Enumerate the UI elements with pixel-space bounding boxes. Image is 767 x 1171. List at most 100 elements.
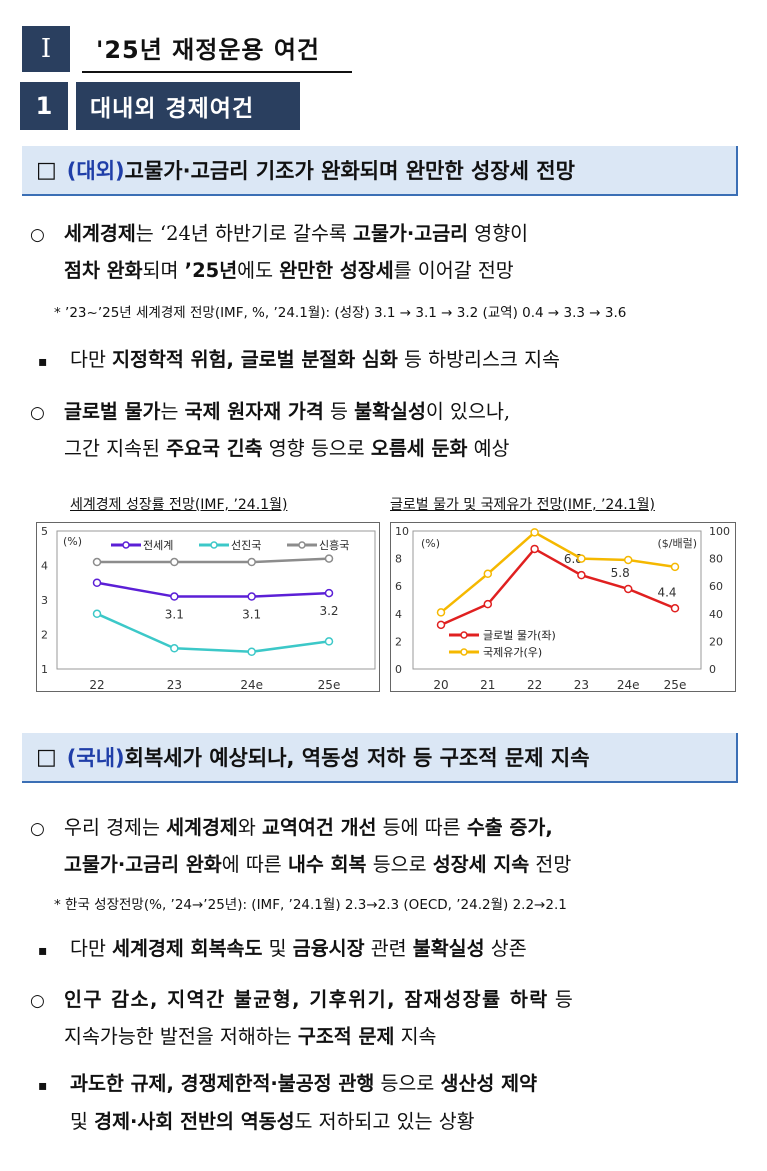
paragraph-structural-issues: ○ 인구 감소, 지역간 불균형, 기후위기, 잠재성장률 하락 등 지속가능한 …	[30, 982, 573, 1055]
data-point	[530, 544, 539, 554]
unit-label-left: (%)	[421, 537, 440, 550]
circle-bullet: ○	[30, 991, 45, 1011]
square-bullet: ▪	[38, 1078, 48, 1094]
chapter-title: '25년 재정운용 여건	[96, 36, 321, 64]
y-tick-label-right: 80	[709, 553, 723, 566]
legend-marker	[460, 648, 468, 656]
banner-tag: (국내)	[66, 746, 125, 770]
data-point	[92, 578, 102, 587]
legend-label: 글로벌 물가(좌)	[483, 629, 556, 642]
data-point	[530, 528, 539, 537]
data-point	[170, 557, 179, 567]
plot-area	[412, 530, 702, 670]
y-tick-label-left: 0	[395, 663, 402, 676]
circle-bullet: ○	[30, 403, 45, 423]
paragraph-korea-economy: ○ 우리 경제는 세계경제와 교역여건 개선 등에 따른 수출 증가, 고물가·고…	[30, 810, 571, 883]
title-underline	[82, 71, 352, 73]
banner-text: 고물가·고금리 기조가 완화되며 완만한 성장세 전망	[124, 159, 575, 183]
x-tick-label: 25e	[318, 678, 341, 691]
data-point	[670, 562, 680, 572]
data-label: 3.2	[319, 604, 338, 618]
y-tick-label-right: 60	[709, 580, 723, 593]
data-point	[324, 637, 334, 646]
data-point	[92, 609, 102, 619]
checkbox-glyph: □	[36, 157, 57, 183]
legend-marker	[122, 541, 130, 549]
series-line	[440, 547, 676, 626]
y-tick-label-left: 6	[395, 580, 402, 593]
data-label: 5.8	[611, 566, 630, 580]
x-tick-label: 22	[527, 678, 542, 691]
data-point	[483, 599, 493, 609]
chapter-roman-badge: Ⅰ	[22, 26, 70, 72]
data-point	[623, 555, 633, 565]
section-title: 대내외 경제여건	[76, 82, 300, 130]
unit-label-right: ($/배럴)	[657, 537, 697, 550]
y-tick-label: 2	[41, 629, 48, 642]
chart1-title: 세계경제 성장률 전망(IMF, ’24.1월)	[70, 497, 288, 513]
section-number-badge: 1	[20, 82, 68, 130]
data-point	[623, 584, 633, 594]
checkbox-glyph: □	[36, 744, 57, 770]
data-point	[92, 557, 102, 567]
square-bullet: ▪	[38, 943, 48, 959]
x-tick-label: 24e	[617, 678, 640, 691]
growth-chart: 1 2 3 4 5 22 23 24e 25e (%) 전세계 선진국 신흥국 3.1 3.1 3.2	[36, 522, 380, 692]
circle-bullet: ○	[30, 819, 45, 839]
plot-area	[56, 530, 376, 670]
y-tick-label-right: 100	[709, 525, 730, 538]
data-point	[247, 647, 256, 656]
footnote-world-forecast: * ’23~’25년 세계경제 전망(IMF, %, ’24.1월): (성장)…	[54, 305, 627, 321]
series-line	[96, 612, 330, 654]
y-tick-label: 5	[41, 525, 48, 538]
series-line	[440, 530, 676, 614]
legend-label: 국제유가(우)	[483, 646, 542, 659]
data-point	[577, 554, 586, 563]
x-tick-label: 21	[480, 678, 495, 691]
square-bullet: ▪	[38, 354, 48, 370]
x-tick-label: 23	[574, 678, 589, 691]
data-point	[670, 604, 680, 613]
x-tick-label: 22	[89, 678, 104, 691]
x-tick-label: 20	[433, 678, 448, 691]
data-point	[577, 570, 586, 580]
paragraph-global-prices: ○ 글로벌 물가는 국제 원자재 가격 등 불확실성이 있으나, 그간 지속된 주…	[30, 394, 510, 467]
data-point	[170, 644, 179, 653]
bullet-downside-risk: ▪ 다만 지정학적 위험, 글로벌 분절화 심화 등 하방리스크 지속	[38, 342, 560, 380]
circle-bullet: ○	[30, 225, 45, 245]
legend-label: 신흥국	[319, 538, 349, 552]
data-point	[483, 569, 493, 579]
banner-text: 회복세가 예상되나, 역동성 저하 등 구조적 문제 지속	[124, 746, 590, 770]
legend-marker	[460, 631, 468, 639]
series-line	[97, 557, 330, 564]
y-tick-label-right: 0	[709, 663, 716, 676]
data-point	[170, 592, 179, 601]
y-tick-label: 3	[41, 594, 48, 607]
y-tick-label-left: 4	[395, 608, 402, 621]
legend-label: 선진국	[231, 539, 261, 552]
data-label: 3.1	[165, 608, 184, 622]
x-tick-label: 23	[167, 678, 182, 691]
data-point	[436, 608, 446, 617]
data-point	[247, 592, 256, 601]
y-tick-label: 1	[41, 663, 48, 676]
y-tick-label-left: 8	[395, 553, 402, 566]
banner-tag: (대외)	[66, 159, 125, 183]
data-point	[247, 557, 256, 567]
price-oil-chart: 0 2 4 6 8 10 0 20 40 60 80 100 20 21 22 23 24e 25e (%) ($/배…	[390, 522, 736, 692]
bullet-regulation: ▪ 과도한 규제, 경쟁제한적·불공정 관행 등으로 생산성 제약 및 경제·사회…	[38, 1066, 537, 1140]
data-label: 3.1	[242, 608, 261, 622]
data-point	[436, 620, 446, 630]
x-tick-label: 24e	[240, 678, 263, 691]
legend-label: 전세계	[143, 539, 173, 552]
data-label: 4.4	[657, 585, 676, 599]
domestic-banner: □ (국내) 회복세가 예상되나, 역동성 저하 등 구조적 문제 지속	[22, 733, 738, 783]
y-tick-label-right: 20	[709, 635, 723, 648]
unit-label: (%)	[63, 535, 82, 548]
y-tick-label-left: 10	[395, 525, 409, 538]
footnote-korea-forecast: * 한국 성장전망(%, ’24→’25년): (IMF, ’24.1월) 2.…	[54, 897, 567, 913]
paragraph-world-economy: ○ 세계경제는 ‘24년 하반기로 갈수록 고물가·고금리 영향이 점차 완화되며…	[30, 216, 528, 289]
y-tick-label: 4	[41, 560, 48, 573]
